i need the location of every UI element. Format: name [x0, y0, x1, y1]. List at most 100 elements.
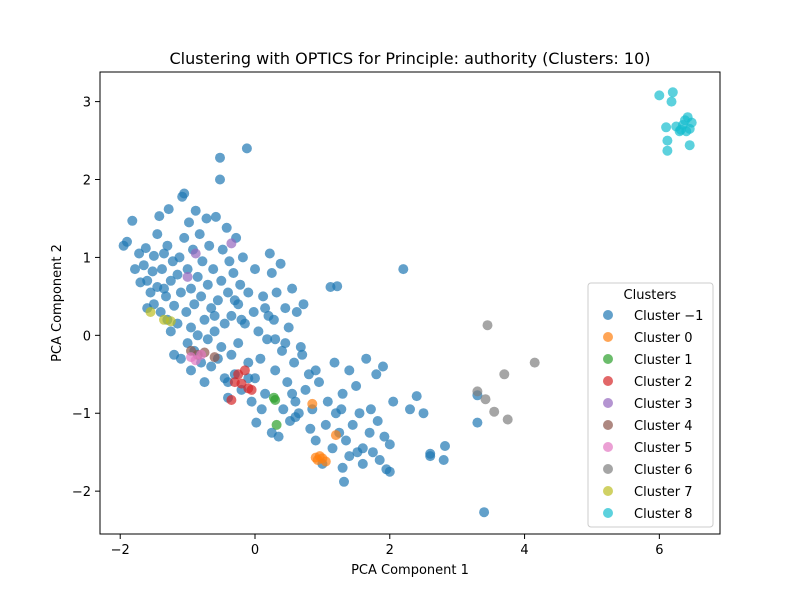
- legend-marker-4: [603, 398, 613, 408]
- point-cluster-0-43: [189, 299, 200, 310]
- point-cluster-0-88: [243, 357, 254, 368]
- point-cluster-0-56: [202, 334, 213, 345]
- legend-title: Clusters: [624, 288, 677, 303]
- point-cluster-0-65: [215, 174, 225, 185]
- point-cluster-0-66: [215, 152, 225, 163]
- point-cluster-0-161: [425, 448, 436, 459]
- legend-label-5: Cluster 4: [634, 419, 693, 434]
- point-cluster-0-110: [283, 322, 294, 333]
- point-cluster-4-2: [226, 238, 237, 249]
- point-cluster-0-82: [235, 279, 246, 290]
- y-tick-label: 2: [83, 174, 91, 189]
- point-cluster-0-148: [371, 369, 382, 380]
- points-layer: [118, 87, 697, 518]
- point-cluster-0-136: [339, 476, 349, 487]
- legend-label-0: Cluster −1: [634, 309, 703, 324]
- point-cluster-9-13: [686, 117, 697, 128]
- point-cluster-0-135: [337, 462, 348, 473]
- point-cluster-3-4: [239, 365, 250, 376]
- point-cluster-0-81: [233, 338, 244, 349]
- legend-label-1: Cluster 0: [634, 331, 693, 346]
- point-cluster-0-19: [161, 291, 171, 302]
- point-cluster-0-118: [298, 299, 309, 310]
- point-cluster-0-147: [367, 447, 378, 458]
- point-cluster-0-58: [206, 303, 217, 314]
- legend-label-8: Cluster 7: [634, 485, 693, 500]
- point-cluster-0-149: [372, 416, 383, 426]
- point-cluster-0-185: [260, 303, 271, 314]
- point-cluster-7-6: [529, 357, 540, 368]
- point-cluster-0-157: [398, 264, 409, 275]
- point-cluster-0-2: [127, 215, 138, 226]
- point-cluster-0-123: [310, 435, 321, 446]
- point-cluster-0-84: [237, 252, 248, 263]
- point-cluster-0-10: [147, 266, 158, 277]
- point-cluster-0-48: [194, 229, 205, 240]
- point-cluster-0-67: [216, 275, 227, 286]
- point-cluster-0-16: [155, 307, 166, 317]
- point-cluster-4-1: [190, 248, 201, 259]
- point-cluster-0-109: [282, 377, 293, 388]
- point-cluster-0-108: [280, 303, 291, 314]
- legend-marker-6: [603, 442, 613, 452]
- point-cluster-0-69: [219, 318, 230, 329]
- point-cluster-0-75: [226, 310, 237, 321]
- point-cluster-0-187: [310, 365, 321, 376]
- point-cluster-0-52: [199, 314, 210, 325]
- point-cluster-0-154: [384, 466, 395, 477]
- point-cluster-0-54: [201, 213, 212, 224]
- point-cluster-3-6: [246, 384, 257, 395]
- point-cluster-0-46: [192, 271, 203, 282]
- point-cluster-0-180: [344, 451, 355, 462]
- legend-marker-9: [603, 508, 613, 518]
- point-cluster-6-2: [196, 349, 207, 360]
- point-cluster-0-162: [438, 455, 449, 465]
- point-cluster-0-31: [175, 287, 186, 298]
- point-cluster-0-22: [163, 204, 174, 215]
- point-cluster-0-151: [378, 361, 388, 372]
- point-cluster-0-39: [186, 283, 196, 294]
- point-cluster-1-5: [320, 456, 331, 467]
- legend-marker-8: [603, 486, 613, 496]
- point-cluster-7-5: [502, 414, 513, 425]
- point-cluster-0-14: [152, 229, 163, 240]
- point-cluster-9-3: [662, 145, 673, 156]
- point-cluster-0-107: [278, 404, 289, 415]
- point-cluster-0-97: [262, 334, 273, 345]
- point-cluster-0-175: [159, 283, 169, 294]
- point-cluster-0-11: [148, 250, 159, 261]
- legend-items: Cluster −1 Cluster 0 Cluster 1 Cluster 2 Clu…: [603, 309, 703, 522]
- point-cluster-0-74: [224, 256, 235, 267]
- point-cluster-0-169: [256, 404, 267, 415]
- point-cluster-0-165: [472, 417, 483, 428]
- point-cluster-0-63: [212, 295, 223, 306]
- point-cluster-4-0: [182, 271, 193, 282]
- point-cluster-7-0: [472, 386, 483, 397]
- x-tick-label: −2: [111, 543, 130, 558]
- point-cluster-0-170: [263, 310, 274, 321]
- point-cluster-0-183: [287, 388, 298, 399]
- point-cluster-0-86: [241, 143, 252, 154]
- x-axis: −2 0 2 4 6: [111, 534, 663, 558]
- point-cluster-0-117: [295, 342, 306, 352]
- point-cluster-0-21: [162, 240, 173, 251]
- point-cluster-9-5: [667, 87, 678, 98]
- point-cluster-0-145: [364, 427, 375, 438]
- point-cluster-0-106: [277, 345, 287, 356]
- legend-marker-1: [603, 332, 613, 342]
- y-tick-label: 0: [83, 329, 91, 344]
- point-cluster-0-181: [357, 443, 368, 454]
- point-cluster-0-3: [130, 264, 140, 275]
- point-cluster-0-127: [322, 396, 333, 407]
- legend-box: [587, 282, 714, 528]
- point-cluster-0-4: [134, 248, 145, 259]
- point-cluster-0-114: [290, 396, 301, 407]
- point-cluster-0-184: [236, 314, 247, 325]
- point-cluster-0-59: [206, 361, 217, 372]
- point-cluster-0-102: [270, 365, 281, 376]
- legend-marker-0: [603, 310, 613, 320]
- point-cluster-0-121: [305, 423, 316, 434]
- point-cluster-2-1: [270, 395, 281, 405]
- point-cluster-0-177: [209, 310, 220, 321]
- point-cluster-0-77: [228, 268, 239, 278]
